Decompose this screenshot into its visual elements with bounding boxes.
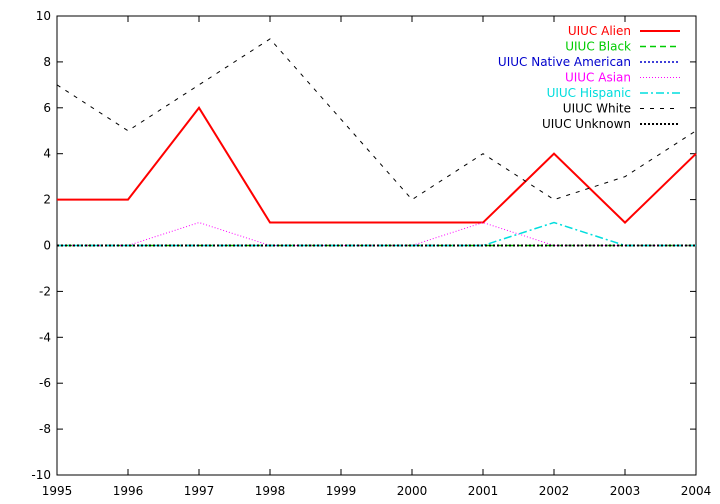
axis-ticks: -10 -8 -6 -4 -2 0 2 4 6 8 10 1995 1996 1997 1998 1999 20… [31,9,711,498]
x-tick-label: 2001 [468,484,499,498]
y-tick-label: -4 [39,330,51,344]
x-tick-label: 1998 [255,484,286,498]
series-line-uiuc-hispanic [57,221,696,247]
y-tick-label: 4 [43,147,51,161]
y-tick-label: 6 [43,101,51,115]
x-tick-label: 2004 [681,484,712,498]
x-tick-label: 1997 [184,484,215,498]
series-line-uiuc-asian [57,222,696,246]
legend-label: UIUC Native American [498,55,631,69]
x-tick-label: 2003 [610,484,641,498]
legend-label: UIUC Hispanic [547,86,631,100]
legend-label: UIUC White [563,102,631,116]
legend-label: UIUC Alien [568,24,631,38]
x-tick-label: 1996 [113,484,144,498]
y-tick-label: 10 [36,9,51,23]
legend-label: UIUC Black [565,40,631,54]
x-tick-label: 1999 [326,484,357,498]
y-tick-label: 2 [43,193,51,207]
y-tick-label: 0 [43,239,51,253]
y-tick-label: -8 [39,422,51,436]
y-tick-label: -10 [31,468,51,482]
series-lines [56,38,697,247]
legend-label: UIUC Asian [565,71,631,85]
x-tick-label: 2002 [539,484,570,498]
y-tick-label: 8 [43,55,51,69]
y-tick-label: -2 [39,284,51,298]
series-line-uiuc-alien [57,106,697,224]
legend-label: UIUC Unknown [542,117,631,131]
x-tick-label: 1995 [42,484,73,498]
y-tick-label: -6 [39,376,51,390]
x-tick-label: 2000 [397,484,428,498]
